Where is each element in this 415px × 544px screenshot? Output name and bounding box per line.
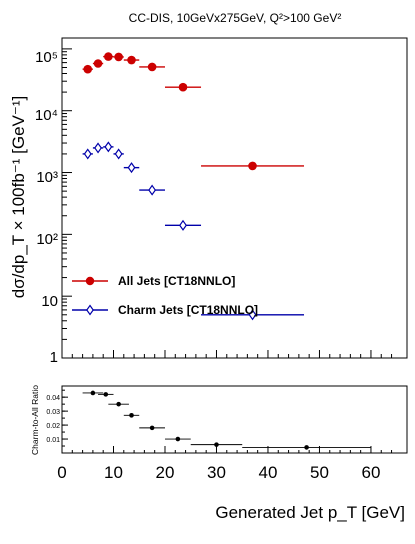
main-plot-frame [61,37,408,359]
data-point [94,142,102,154]
data-point [93,59,103,68]
legend-label: All Jets [CT18NNLO] [118,274,235,288]
ratio-data-point [304,445,309,450]
ratio-y-tick-label: 0.04 [46,395,60,402]
data-point [148,184,157,196]
ratio-data-point [90,390,96,396]
data-point [147,62,157,72]
data-point [248,161,257,171]
ratio-data-point [175,436,181,442]
y-tick-label: 1 [50,349,58,366]
legend-entry-all-jets: All Jets [CT18NNLO] [72,274,235,288]
data-point [179,219,187,231]
ratio-y-tick-label: 0.03 [46,409,60,416]
ratio-data-point [129,413,134,418]
ratio-data-point [116,401,121,407]
y-tick-label: 10⁴ [35,107,58,124]
y-tick-label: 10² [36,231,58,248]
data-point [104,52,113,61]
data-point [127,55,136,65]
y-tick-label: 10³ [36,169,58,186]
main-axis-ticks [61,48,393,359]
data-point [83,64,93,74]
data-point [83,148,92,160]
ratio-y-axis-label: Charm-to-All Ratio [30,385,40,455]
ratio-data-point [103,392,109,397]
legend-label: Charm Jets [CT18NNLO] [118,303,258,317]
data-point [114,52,123,62]
ratio-data-point [214,442,219,447]
main-y-axis-label: dσ/dp_T × 100fb⁻¹ [GeV⁻¹] [9,96,28,298]
chart-title: CC-DIS, 10GeVx275GeV, Q²>100 GeV² [129,11,342,25]
ratio-data-point [149,425,155,431]
x-tick-label: 30 [207,463,226,482]
y-tick-label: 10⁵ [35,49,58,66]
x-tick-label: 50 [310,463,329,482]
x-tick-label: 40 [259,463,278,482]
legend: All Jets [CT18NNLO] Charm Jets [CT18NNLO… [72,274,258,317]
data-point [104,141,113,153]
data-point [114,148,123,160]
x-tick-label: 0 [57,463,66,482]
data-point [178,82,188,92]
main-y-tick-labels: 1 10 10² 10³ 10⁴ 10⁵ [35,49,58,366]
legend-entry-charm-jets: Charm Jets [CT18NNLO] [72,303,258,317]
main-plot-series [82,52,305,321]
data-point [127,162,136,174]
ratio-plot-series [82,390,371,450]
ratio-y-tick-label: 0.01 [46,437,60,444]
x-tick-label: 10 [104,463,123,482]
ratio-axis-ticks: 0.01 0.02 0.03 0.04 0 10 20 30 40 50 60 [46,389,393,482]
ratio-y-tick-label: 0.02 [46,423,60,430]
x-tick-label: 60 [361,463,380,482]
x-axis-label: Generated Jet p_T [GeV] [215,503,405,522]
ratio-plot-frame [61,385,408,454]
y-tick-label: 10 [41,293,58,310]
data-point [248,309,257,321]
x-tick-label: 20 [156,463,175,482]
